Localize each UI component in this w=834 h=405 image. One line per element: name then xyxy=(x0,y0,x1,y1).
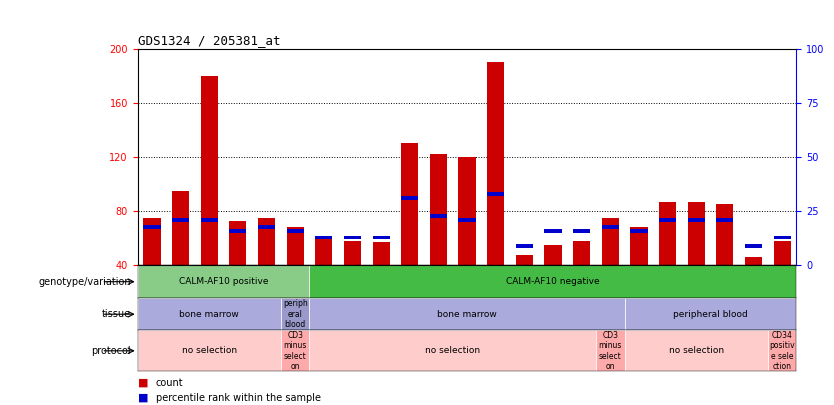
Bar xyxy=(344,241,361,265)
Bar xyxy=(315,238,333,265)
Text: count: count xyxy=(156,378,183,388)
Bar xyxy=(716,205,733,265)
Bar xyxy=(309,330,596,371)
Text: no selection: no selection xyxy=(425,346,480,355)
Bar xyxy=(687,218,705,222)
Bar xyxy=(373,242,389,265)
Bar xyxy=(138,298,281,330)
Bar xyxy=(601,218,619,265)
Text: CALM-AF10 positive: CALM-AF10 positive xyxy=(178,277,269,286)
Bar xyxy=(487,62,505,265)
Bar xyxy=(573,241,590,265)
Text: bone marrow: bone marrow xyxy=(179,310,239,319)
Bar xyxy=(745,257,762,265)
Bar xyxy=(430,154,447,265)
Bar xyxy=(459,218,475,222)
Bar xyxy=(172,191,189,265)
Bar xyxy=(573,229,590,233)
Text: CD3
minus
select
on: CD3 minus select on xyxy=(599,331,622,371)
Text: bone marrow: bone marrow xyxy=(437,310,497,319)
Bar xyxy=(287,229,304,233)
Bar xyxy=(601,225,619,228)
Bar xyxy=(515,244,533,248)
Text: protocol: protocol xyxy=(92,346,131,356)
Bar xyxy=(309,265,796,298)
Text: periph
eral
blood: periph eral blood xyxy=(283,299,308,329)
Text: percentile rank within the sample: percentile rank within the sample xyxy=(156,393,321,403)
Bar xyxy=(229,221,247,265)
Bar xyxy=(281,298,309,330)
Text: ■: ■ xyxy=(138,378,148,388)
Bar xyxy=(631,229,647,233)
Bar xyxy=(430,214,447,218)
Bar xyxy=(258,218,275,265)
Bar xyxy=(625,330,768,371)
Bar xyxy=(287,228,304,265)
Bar xyxy=(596,330,625,371)
Bar xyxy=(401,196,419,200)
Text: no selection: no selection xyxy=(669,346,724,355)
Bar xyxy=(545,229,561,233)
Bar xyxy=(229,229,247,233)
Bar xyxy=(545,245,561,265)
Bar xyxy=(258,225,275,228)
Bar xyxy=(138,330,281,371)
Bar xyxy=(625,298,796,330)
Bar xyxy=(201,218,218,222)
Bar xyxy=(768,330,796,371)
Text: no selection: no selection xyxy=(182,346,237,355)
Bar xyxy=(138,265,309,298)
Bar xyxy=(281,330,309,371)
Text: CD3
minus
select
on: CD3 minus select on xyxy=(284,331,307,371)
Bar xyxy=(143,225,160,228)
Bar xyxy=(143,218,160,265)
Bar xyxy=(487,192,505,196)
Text: GDS1324 / 205381_at: GDS1324 / 205381_at xyxy=(138,34,280,47)
Bar xyxy=(659,202,676,265)
Bar xyxy=(373,236,389,239)
Bar xyxy=(774,236,791,239)
Bar xyxy=(401,143,419,265)
Bar xyxy=(459,157,475,265)
Bar xyxy=(315,236,333,239)
Bar xyxy=(745,244,762,248)
Text: ■: ■ xyxy=(138,393,148,403)
Text: genotype/variation: genotype/variation xyxy=(38,277,131,287)
Bar xyxy=(309,298,625,330)
Bar xyxy=(172,218,189,222)
Bar xyxy=(774,241,791,265)
Text: CD34
positiv
e sele
ction: CD34 positiv e sele ction xyxy=(769,331,795,371)
Text: tissue: tissue xyxy=(102,309,131,319)
Bar xyxy=(687,202,705,265)
Bar xyxy=(659,218,676,222)
Text: peripheral blood: peripheral blood xyxy=(673,310,748,319)
Bar xyxy=(201,76,218,265)
Bar xyxy=(631,228,647,265)
Bar xyxy=(716,218,733,222)
Bar xyxy=(344,236,361,239)
Bar xyxy=(515,255,533,265)
Text: CALM-AF10 negative: CALM-AF10 negative xyxy=(506,277,600,286)
